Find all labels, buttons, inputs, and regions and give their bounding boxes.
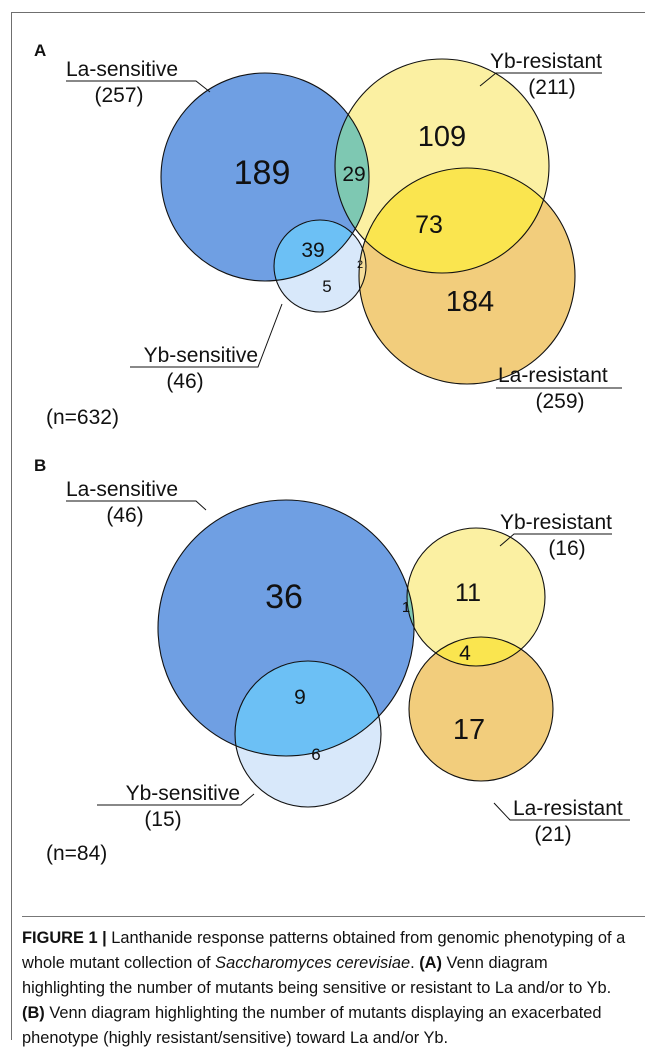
caption-species: Saccharomyces cerevisiae (215, 954, 411, 972)
panel-a-region-yb-res-la-res: 73 (415, 211, 443, 239)
caption-b-label: (B) (22, 1004, 45, 1022)
caption-figure-label: FIGURE 1 | (22, 929, 107, 947)
panel-a-letter: A (34, 41, 46, 60)
panel-b-yb-resistant-circle (407, 528, 545, 666)
caption-text-1: Lanthanide response patterns obtained fr… (22, 929, 626, 972)
panel-a-region-la-sens-yb-sens: 39 (301, 239, 324, 262)
panel-b-total: (n=84) (46, 842, 107, 865)
panel-b-yb-resistant-count: (16) (548, 537, 585, 560)
panel-b-la-sensitive-label: La-sensitive (66, 478, 178, 501)
panel-b-region-yb-resistant-only: 11 (455, 579, 481, 607)
caption-separator (22, 916, 645, 917)
panel-a-yb-res-la-res-overlap (359, 168, 549, 273)
caption-b-text: Venn diagram highlighting the number of … (22, 1004, 602, 1047)
figure-frame-top (11, 12, 645, 13)
panel-b-yb-sensitive-label: Yb-sensitive (126, 782, 240, 805)
figure-caption: FIGURE 1 | Lanthanide response patterns … (22, 926, 627, 1051)
panel-a-total: (n=632) (46, 406, 119, 429)
panel-b-la-sens-yb-sens-overlap (235, 661, 381, 756)
panel-a-region-la-resistant-only: 184 (446, 286, 494, 318)
panel-b-yb-sensitive-count: (15) (144, 808, 181, 831)
panel-b-la-resistant-count: (21) (534, 823, 571, 846)
panel-b-region-la-sensitive-only: 36 (265, 578, 303, 616)
panel-a-la-resistant-label: La-resistant (498, 364, 608, 387)
panel-a-region-yb-sens-la-res: 2 (357, 259, 363, 271)
panel-b-la-resistant-label: La-resistant (513, 797, 623, 820)
panel-a-la-sensitive-count: (257) (94, 84, 143, 107)
panel-a-yb-resistant-count: (211) (528, 76, 575, 99)
panel-b-la-resistant-circle (409, 637, 553, 781)
panel-b-region-la-resistant-only: 17 (453, 714, 485, 746)
panel-b-region-la-sens-yb-res: 1 (402, 599, 410, 616)
figure-frame-left (11, 12, 12, 1040)
panel-a-region-yb-sensitive-only: 5 (322, 277, 331, 296)
panel-b-region-la-sens-yb-sens: 9 (294, 686, 306, 709)
figure-venn-diagrams: A La-sensitive (257) Yb-resistant (211) … (34, 41, 630, 865)
caption-text-2: . (410, 954, 420, 972)
caption-a-label: (A) (419, 954, 442, 972)
panel-a-yb-sensitive-count: (46) (166, 370, 203, 393)
panel-a-region-yb-resistant-only: 109 (418, 121, 466, 153)
caption-a-text: Venn diagram highlighting the number of … (22, 954, 612, 997)
panel-b-la-sensitive-count: (46) (106, 504, 143, 527)
panel-b-letter: B (34, 456, 46, 475)
panel-b-region-yb-res-la-res: 4 (459, 642, 471, 665)
panel-a-yb-resistant-label: Yb-resistant (490, 50, 602, 73)
panel-a: A La-sensitive (257) Yb-resistant (211) … (34, 41, 622, 429)
panel-a-la-resistant-count: (259) (535, 390, 584, 413)
panel-a-region-la-sensitive-only: 189 (234, 154, 291, 192)
panel-a-region-la-sens-yb-res: 29 (342, 163, 365, 186)
panel-a-la-sensitive-label: La-sensitive (66, 58, 178, 81)
panel-b: B La-sensitive (46) Yb-resistant (16) Yb… (34, 456, 630, 865)
panel-a-yb-sensitive-label: Yb-sensitive (144, 344, 258, 367)
panel-b-yb-resistant-label: Yb-resistant (500, 511, 612, 534)
panel-b-region-yb-sensitive-only: 6 (311, 745, 320, 764)
